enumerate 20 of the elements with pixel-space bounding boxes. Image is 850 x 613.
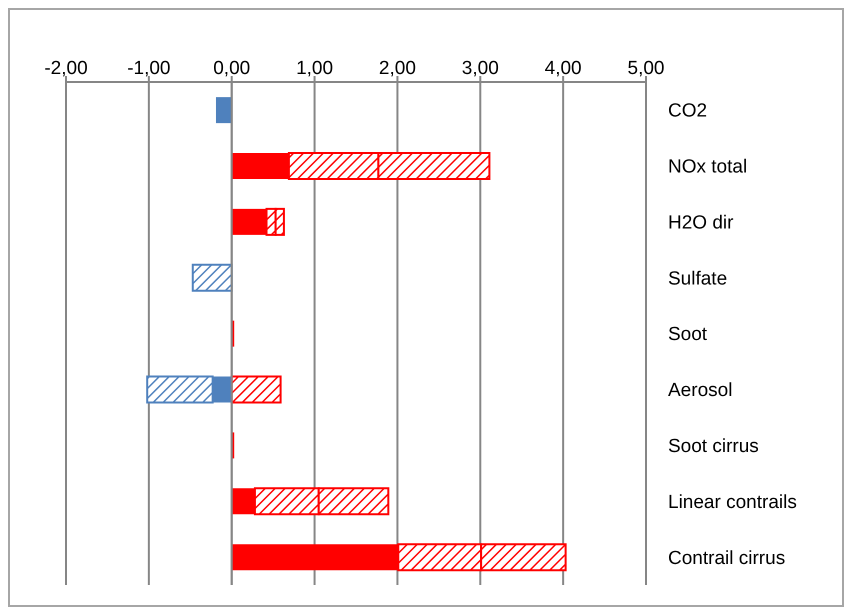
- y-tick-label: Contrail cirrus: [668, 548, 786, 569]
- y-tick-label: Linear contrails: [668, 492, 797, 513]
- bar: [230, 376, 282, 404]
- y-tick-label: CO2: [668, 100, 708, 122]
- y-tick-label: Soot: [668, 324, 708, 346]
- x-tick-label: -2,00: [44, 58, 88, 79]
- y-tick-label: NOx total: [668, 156, 748, 178]
- x-tick-label: 5,00: [628, 58, 664, 79]
- bar: [192, 264, 233, 292]
- x-tick-label: 4,00: [544, 58, 582, 79]
- y-tick-label: H2O dir: [668, 212, 734, 234]
- bar: [216, 97, 232, 124]
- y-tick-label: Soot cirrus: [668, 436, 759, 458]
- x-tick-label: 0,00: [213, 58, 250, 79]
- y-tick-label: Aerosol: [668, 380, 732, 402]
- x-tick-label: 3,00: [462, 58, 499, 79]
- x-tick-label: 1,00: [296, 58, 334, 79]
- x-tick-label: -1,00: [127, 58, 171, 79]
- y-tick-label: Sulfate: [668, 268, 728, 290]
- x-tick-label: 2,00: [378, 58, 416, 79]
